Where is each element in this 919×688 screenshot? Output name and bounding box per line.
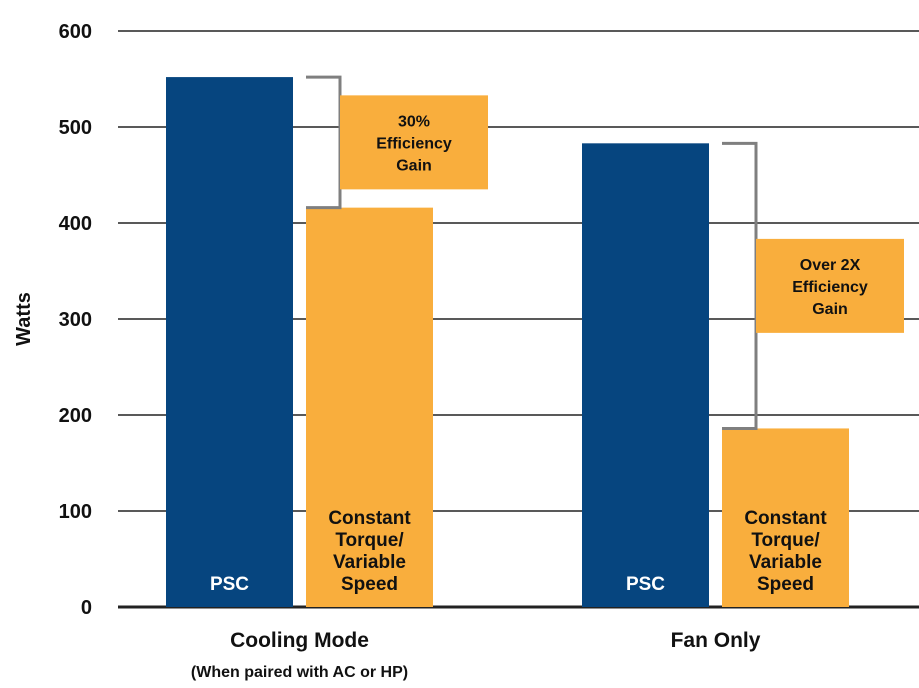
annotation-text: Efficiency [792,279,868,296]
bar-label: Variable [333,552,406,573]
y-axis: 0 100 200 300 400 500 600 Watts [13,21,92,619]
annotation-box [340,95,488,190]
bars [166,77,849,607]
bar-constant-torque [722,428,849,607]
y-axis-title: Watts [13,292,35,346]
bar-label: Constant [328,508,411,529]
bar-psc [582,143,709,607]
y-tick-label: 500 [59,117,92,139]
annotation-text: Over 2X [800,257,861,274]
difference-bracket [722,141,758,430]
y-tick-label: 600 [59,21,92,43]
bar-label: Torque/ [335,530,404,551]
bar-label: Speed [341,574,398,595]
bar-constant-torque [306,207,433,607]
bar-labels: PSC PSCConstantTorque/VariableSpeedConsta… [210,508,827,595]
annotation-text: Gain [396,157,432,174]
bar-label: Variable [749,552,822,573]
y-tick-label: 200 [59,405,92,427]
x-category-sublabel: (When paired with AC or HP) [191,664,408,681]
annotations: 30% Efficiency Gain Over 2X Efficiency Gain [340,95,904,333]
y-tick-label: 100 [59,501,92,523]
bar-label: Constant [744,508,827,529]
bar-label: PSC [626,574,665,595]
x-category-label: Fan Only [671,629,761,652]
bar-label: PSC [210,574,249,595]
bar-label: Speed [757,574,814,595]
annotation-text: 30% [398,113,430,130]
annotation-text: Gain [812,301,848,318]
bar-label: Torque/ [751,530,820,551]
annotation-text: Efficiency [376,135,452,152]
x-category-label: Cooling Mode [230,629,369,652]
x-axis: Cooling Mode (When paired with AC or HP) F… [191,629,761,681]
y-tick-label: 300 [59,309,92,331]
y-tick-label: 0 [81,597,92,619]
bar-psc [166,77,293,607]
y-tick-label: 400 [59,213,92,235]
difference-bracket [306,75,342,210]
annotation-box [756,238,904,333]
